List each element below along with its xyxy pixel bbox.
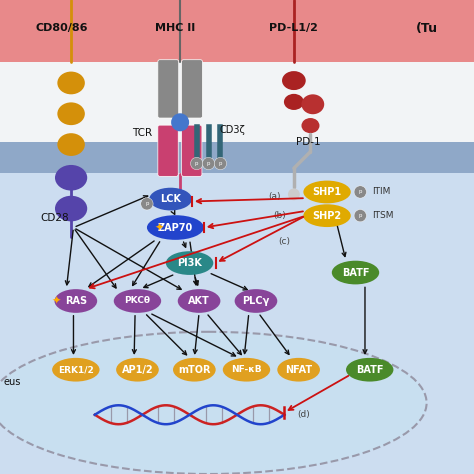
Text: ERK1/2: ERK1/2 (58, 365, 94, 374)
Ellipse shape (303, 204, 351, 227)
Ellipse shape (52, 358, 100, 382)
Text: CD28: CD28 (40, 213, 69, 223)
Text: CD80/86: CD80/86 (36, 23, 88, 34)
Text: ITIM: ITIM (372, 188, 391, 196)
Ellipse shape (0, 332, 427, 474)
Text: p: p (358, 190, 362, 194)
Text: TCR: TCR (132, 128, 152, 138)
Text: p: p (195, 161, 199, 166)
FancyBboxPatch shape (182, 60, 202, 118)
Text: AKT: AKT (188, 296, 210, 306)
Ellipse shape (57, 102, 85, 125)
Ellipse shape (173, 358, 216, 382)
Text: CD3ζ: CD3ζ (219, 125, 245, 136)
Circle shape (354, 210, 366, 222)
Text: p: p (145, 201, 149, 206)
FancyBboxPatch shape (158, 125, 178, 176)
FancyBboxPatch shape (182, 125, 202, 176)
Text: p: p (219, 161, 222, 166)
Ellipse shape (235, 289, 277, 313)
Circle shape (214, 157, 227, 170)
Text: LCK: LCK (160, 194, 181, 204)
Bar (0, 173, 474, 474)
Text: (c): (c) (278, 237, 291, 246)
Ellipse shape (114, 289, 161, 313)
Text: ✦: ✦ (51, 296, 61, 306)
Ellipse shape (57, 72, 85, 94)
Bar (0, 62, 474, 142)
Circle shape (191, 157, 203, 170)
Ellipse shape (166, 251, 213, 275)
Text: BATF: BATF (356, 365, 383, 375)
Ellipse shape (301, 94, 324, 114)
Ellipse shape (301, 118, 319, 133)
Ellipse shape (55, 289, 97, 313)
Text: PD-1: PD-1 (296, 137, 320, 147)
Text: mTOR: mTOR (178, 365, 210, 375)
Text: PKCθ: PKCθ (125, 297, 150, 305)
Bar (0, 142, 474, 173)
Ellipse shape (178, 289, 220, 313)
Text: SHP2: SHP2 (312, 210, 342, 221)
Text: PD-L1/2: PD-L1/2 (269, 23, 319, 34)
Ellipse shape (223, 358, 270, 382)
Ellipse shape (282, 71, 306, 90)
Bar (0, 0, 474, 62)
Text: MHC II: MHC II (155, 23, 195, 34)
Text: ZAP70: ZAP70 (158, 222, 193, 233)
Ellipse shape (277, 358, 320, 382)
Ellipse shape (147, 215, 204, 240)
Text: BATF: BATF (342, 267, 369, 278)
Ellipse shape (171, 113, 189, 131)
Text: eus: eus (3, 376, 20, 387)
Ellipse shape (57, 133, 85, 156)
Text: ITSM: ITSM (372, 211, 393, 220)
Ellipse shape (284, 94, 304, 110)
Text: AP1/2: AP1/2 (122, 365, 153, 375)
Ellipse shape (55, 165, 87, 191)
Ellipse shape (332, 261, 379, 284)
Text: ✦: ✦ (154, 222, 164, 233)
Ellipse shape (55, 196, 87, 221)
Text: NFAT: NFAT (285, 365, 312, 375)
Ellipse shape (116, 358, 159, 382)
Ellipse shape (288, 188, 300, 200)
Text: NF-κB: NF-κB (231, 365, 262, 374)
Text: SHP1: SHP1 (312, 187, 342, 197)
Circle shape (202, 157, 215, 170)
Text: p: p (207, 161, 210, 166)
Circle shape (354, 186, 366, 198)
Text: (Tu: (Tu (416, 22, 438, 35)
Ellipse shape (346, 358, 393, 382)
Text: PLCγ: PLCγ (242, 296, 270, 306)
Circle shape (141, 198, 153, 210)
Text: (b): (b) (273, 211, 286, 220)
Text: (d): (d) (297, 410, 310, 419)
Text: RAS: RAS (65, 296, 87, 306)
FancyBboxPatch shape (158, 60, 179, 118)
Text: PI3K: PI3K (177, 258, 202, 268)
Ellipse shape (303, 181, 351, 203)
Text: (a): (a) (269, 192, 281, 201)
Ellipse shape (149, 188, 192, 210)
Text: p: p (358, 213, 362, 218)
